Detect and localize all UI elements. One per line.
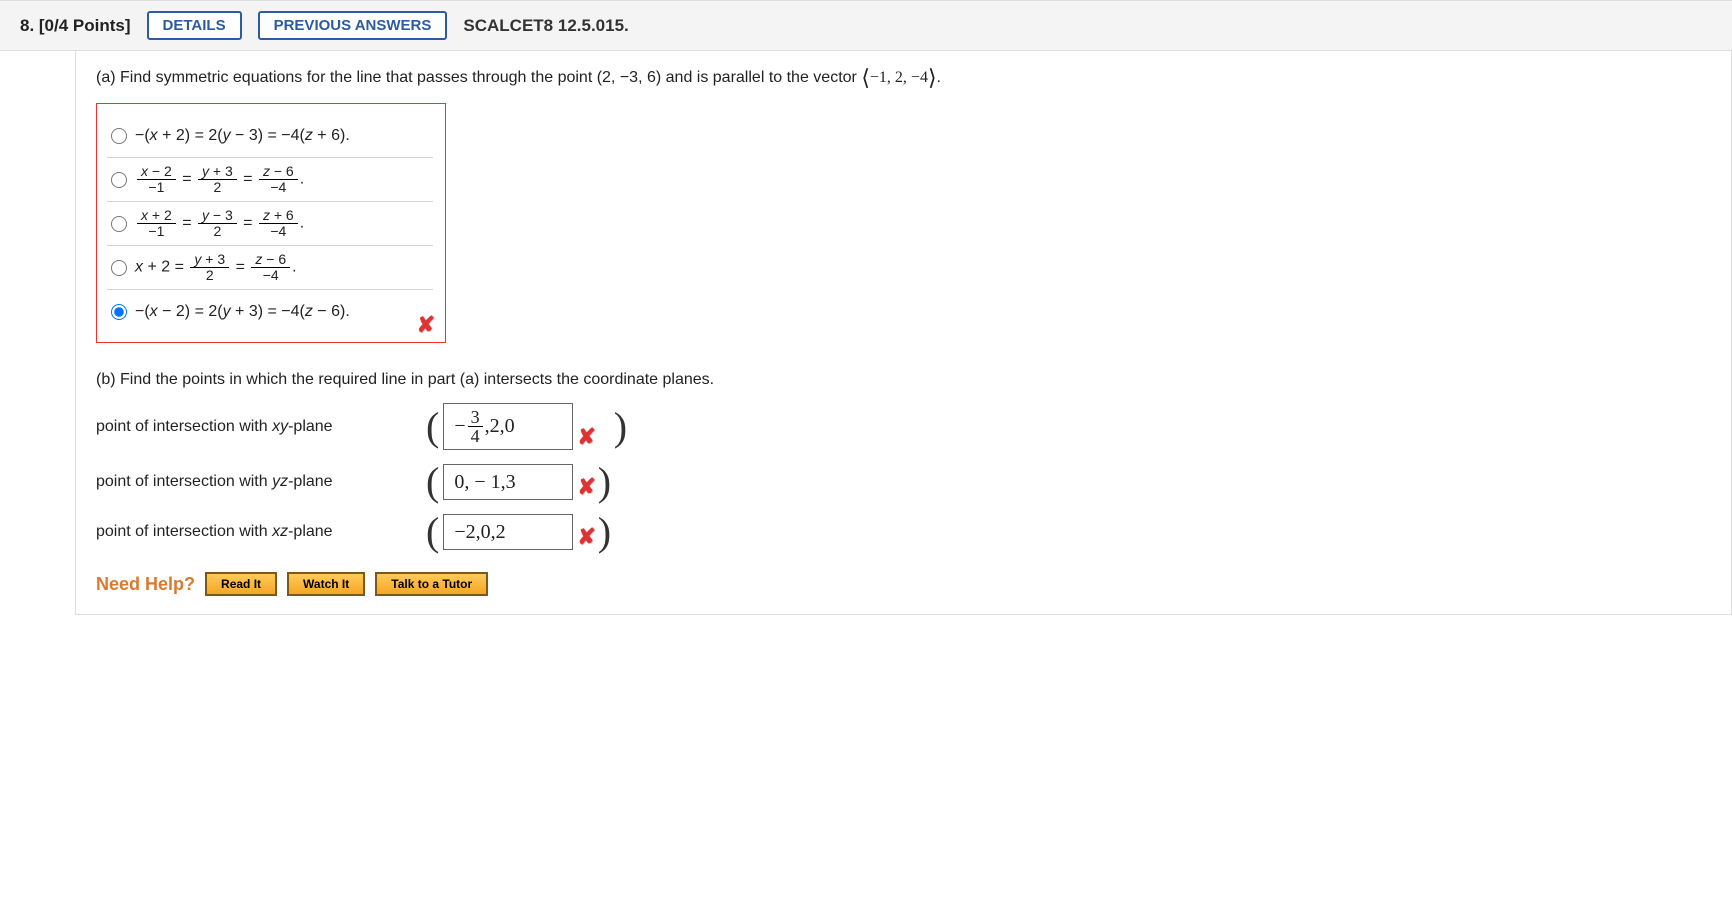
multiple-choice-group: −(x + 2) = 2(y − 3) = −4(z + 6). x − 2−1…: [96, 103, 446, 343]
part-b: (b) Find the points in which the require…: [96, 371, 1711, 596]
prompt-text: and is parallel to the vector: [666, 69, 862, 86]
need-help-label: Need Help?: [96, 574, 195, 595]
question-header: 8. [0/4 Points] DETAILS PREVIOUS ANSWERS…: [0, 0, 1732, 51]
radio-option-3[interactable]: [111, 216, 127, 232]
option-math: −(x + 2) = 2(y − 3) = −4(z + 6).: [135, 127, 350, 145]
mc-option-1[interactable]: −(x + 2) = 2(y − 3) = −4(z + 6).: [107, 114, 433, 158]
xy-plane-row: point of intersection with xy-plane ( −3…: [96, 403, 1711, 450]
assignment-ref: SCALCET8 12.5.015.: [463, 16, 628, 36]
read-it-button[interactable]: Read It: [205, 572, 277, 596]
details-button[interactable]: DETAILS: [147, 11, 242, 40]
xz-answer-input[interactable]: −2,0,2: [443, 514, 573, 550]
question-number: 8. [0/4 Points]: [20, 16, 131, 36]
option-math: x + 2 = y + 32 = z − 6−4.: [135, 252, 297, 282]
option-math: x − 2−1 = y + 32 = z − 6−4.: [135, 164, 304, 194]
mc-option-5[interactable]: −(x − 2) = 2(y + 3) = −4(z − 6).: [107, 290, 433, 334]
mc-option-4[interactable]: x + 2 = y + 32 = z − 6−4.: [107, 246, 433, 290]
yz-answer-input[interactable]: 0, − 1,3: [443, 464, 573, 500]
given-vector: ⟨−1, 2, −4⟩: [861, 69, 936, 86]
incorrect-icon: ✘: [417, 312, 435, 338]
xz-label: point of intersection with xz-plane: [96, 523, 426, 541]
need-help-row: Need Help? Read It Watch It Talk to a Tu…: [96, 572, 1711, 596]
mc-option-2[interactable]: x − 2−1 = y + 32 = z − 6−4.: [107, 158, 433, 202]
radio-option-5[interactable]: [111, 304, 127, 320]
incorrect-icon: ✘: [577, 424, 595, 450]
xy-answer-input[interactable]: −34,2,0: [443, 403, 573, 450]
mc-option-3[interactable]: x + 2−1 = y − 32 = z + 6−4.: [107, 202, 433, 246]
question-content: (a) Find symmetric equations for the lin…: [75, 51, 1732, 615]
xy-label: point of intersection with xy-plane: [96, 418, 426, 436]
yz-label: point of intersection with yz-plane: [96, 473, 426, 491]
part-a-prompt: (a) Find symmetric equations for the lin…: [96, 65, 1711, 91]
previous-answers-button[interactable]: PREVIOUS ANSWERS: [258, 11, 448, 40]
watch-it-button[interactable]: Watch It: [287, 572, 365, 596]
option-math: x + 2−1 = y − 32 = z + 6−4.: [135, 208, 304, 238]
xz-plane-row: point of intersection with xz-plane ( −2…: [96, 514, 1711, 550]
given-point: (2, −3, 6): [597, 69, 661, 86]
incorrect-icon: ✘: [577, 524, 595, 550]
option-math: −(x − 2) = 2(y + 3) = −4(z − 6).: [135, 303, 350, 321]
radio-option-1[interactable]: [111, 128, 127, 144]
radio-option-4[interactable]: [111, 260, 127, 276]
part-b-prompt: (b) Find the points in which the require…: [96, 371, 1711, 389]
talk-to-tutor-button[interactable]: Talk to a Tutor: [375, 572, 488, 596]
radio-option-2[interactable]: [111, 172, 127, 188]
yz-plane-row: point of intersection with yz-plane ( 0,…: [96, 464, 1711, 500]
incorrect-icon: ✘: [577, 474, 595, 500]
prompt-text: (a) Find symmetric equations for the lin…: [96, 69, 597, 86]
